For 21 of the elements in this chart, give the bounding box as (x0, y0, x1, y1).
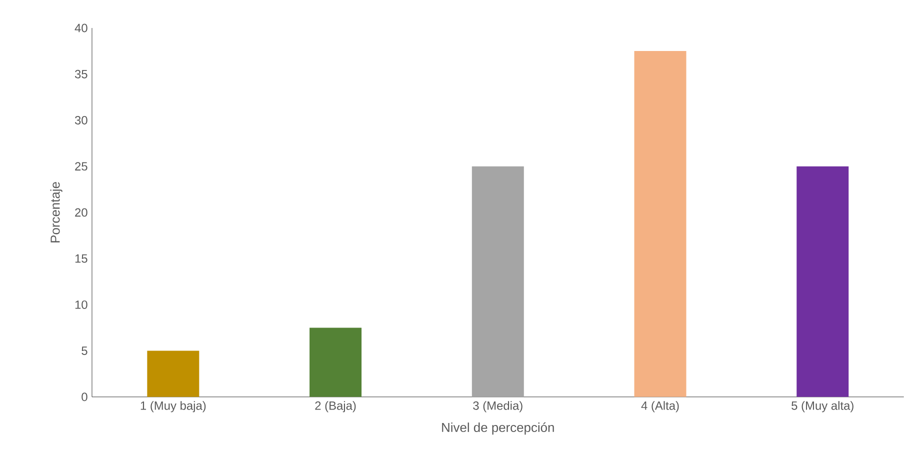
bar (472, 166, 524, 397)
y-tick-label: 35 (74, 70, 88, 78)
x-tick-label: 4 (Alta) (641, 401, 679, 412)
x-axis-title: Nivel de percepción (442, 422, 554, 435)
y-tick-label: 0 (82, 392, 88, 402)
y-tick-label: 25 (75, 162, 88, 171)
bar (796, 166, 849, 397)
y-axis-title: Porcentaje (50, 182, 62, 242)
bar (310, 328, 362, 397)
x-tick-label: 5 (Muy alta) (792, 401, 854, 412)
y-tick-label: 40 (74, 24, 88, 32)
bar (147, 350, 200, 397)
bar (634, 51, 686, 397)
x-tick-label: 3 (Media) (473, 401, 522, 412)
x-tick-label: 1 (Muy baja) (140, 401, 206, 412)
x-tick-label: 2 (Baja) (315, 401, 356, 412)
y-tick-label: 20 (75, 208, 88, 217)
y-tick-label: 5 (82, 346, 88, 356)
y-tick-label: 10 (75, 300, 88, 309)
y-tick-label: 30 (74, 116, 88, 124)
y-tick-label: 15 (75, 254, 88, 263)
